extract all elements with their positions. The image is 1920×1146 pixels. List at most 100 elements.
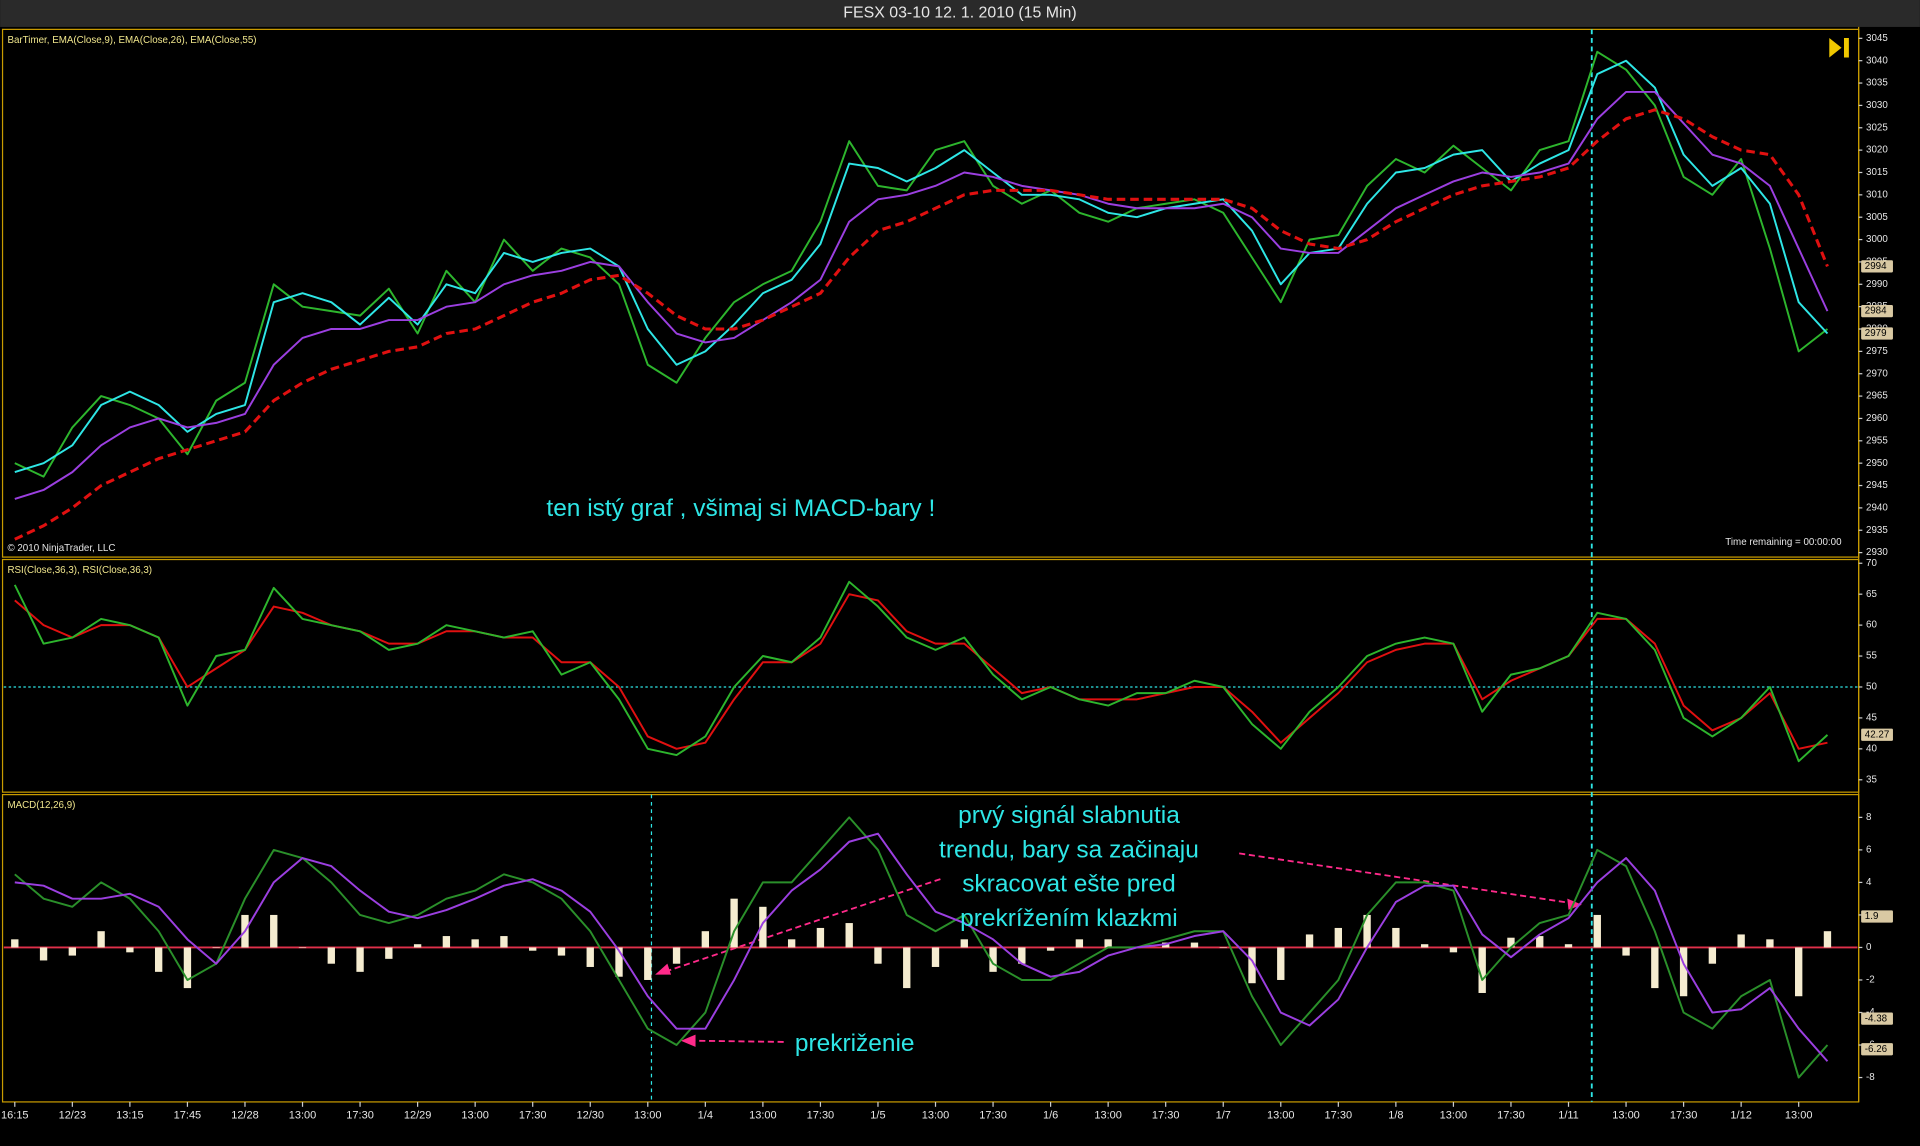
series-line <box>14 50 1829 478</box>
arrow <box>1239 852 1575 905</box>
x-tick-label: 13:00 <box>461 1109 489 1121</box>
histogram-bar <box>816 927 825 948</box>
y-tick-label: 2960 <box>1866 413 1888 424</box>
histogram-bar <box>97 931 105 948</box>
histogram-bar <box>845 923 853 948</box>
y-tick-label: -8 <box>1866 1072 1875 1083</box>
arrow <box>693 1039 784 1043</box>
annotation-arrows <box>663 852 1575 1043</box>
histogram-bar <box>68 947 77 956</box>
histogram-bar <box>1305 934 1314 948</box>
histogram-bar <box>1392 927 1400 948</box>
histogram-bar <box>1823 931 1832 948</box>
histogram-bar <box>529 947 537 951</box>
histogram-bar <box>615 947 623 977</box>
histogram-bar <box>644 947 652 980</box>
y-tick-label: 2940 <box>1866 502 1888 513</box>
x-tick-label: 17:30 <box>1152 1109 1180 1121</box>
histogram-bar <box>356 947 364 972</box>
chart-title: FESX 03-10 12. 1. 2010 (15 Min) <box>843 5 1076 22</box>
histogram-bar <box>1564 944 1573 948</box>
title-bar <box>0 0 1920 27</box>
histogram-bar <box>1075 939 1084 948</box>
x-tick-label: 1/7 <box>1216 1109 1231 1121</box>
annotation: skracovat ešte pred <box>962 871 1176 898</box>
value-marker <box>1861 305 1893 318</box>
copyright: © 2010 NinjaTrader, LLC <box>7 543 115 554</box>
histogram-bar <box>212 947 220 949</box>
series-line <box>14 59 1829 474</box>
x-tick-label: 13:00 <box>749 1109 777 1121</box>
arrow-head <box>655 963 672 975</box>
arrow-head <box>1567 898 1582 910</box>
annotation: ten istý graf , všimaj si MACD-bary ! <box>546 495 935 522</box>
indicator-label: MACD(12,26,9) <box>7 800 75 811</box>
annotation: trendu, bary sa začinaju <box>939 836 1199 863</box>
histogram-bar <box>1679 947 1688 997</box>
histogram-bar <box>1248 947 1256 984</box>
histogram-bar <box>701 931 710 948</box>
histogram-bar <box>298 947 307 949</box>
y-tick-label: 2930 <box>1866 547 1888 558</box>
y-tick-label: 2990 <box>1866 279 1888 290</box>
series-line <box>14 593 1828 750</box>
x-tick-label: 17:30 <box>807 1109 835 1121</box>
y-tick-label: 50 <box>1866 682 1877 693</box>
histogram-bar <box>1795 947 1803 997</box>
x-tick-label: 17:45 <box>174 1109 202 1121</box>
histogram-bar <box>1449 947 1458 953</box>
value-marker-label: 1.9 <box>1865 911 1879 922</box>
y-tick-label: 3010 <box>1866 189 1888 200</box>
arrow-head <box>680 1034 696 1047</box>
histogram-bar <box>787 939 796 948</box>
scroll-end-icon[interactable] <box>1829 37 1849 58</box>
histogram-bar <box>1018 947 1026 964</box>
time-remaining: Time remaining = 00:00:00 <box>1725 537 1842 548</box>
value-marker <box>1861 327 1893 340</box>
value-marker-label: 42.27 <box>1865 729 1889 740</box>
value-marker <box>1861 260 1893 273</box>
series-line <box>14 90 1829 500</box>
histogram-bar <box>874 947 882 964</box>
histogram-bar <box>183 947 192 989</box>
histogram-bar <box>413 944 422 948</box>
x-tick-label: 13:00 <box>1094 1109 1122 1121</box>
x-tick-label: 13:00 <box>1785 1109 1813 1121</box>
series-line <box>14 816 1829 1079</box>
y-tick-label: 3025 <box>1866 122 1888 133</box>
histogram-bar <box>270 914 278 948</box>
annotation: prekrížením klazkmi <box>960 905 1178 932</box>
value-marker-label: -4.38 <box>1865 1013 1888 1024</box>
histogram-bar <box>1190 942 1199 948</box>
histogram-bar <box>1104 939 1112 948</box>
x-tick-label: 13:00 <box>1612 1109 1640 1121</box>
y-tick-label: 70 <box>1866 558 1877 569</box>
x-tick-label: 17:30 <box>346 1109 374 1121</box>
histogram-bar <box>759 906 767 948</box>
y-tick-label: 3040 <box>1866 55 1888 66</box>
value-marker <box>1861 728 1893 741</box>
y-tick-label: 2945 <box>1866 480 1888 491</box>
x-tick-label: 1/4 <box>698 1109 713 1121</box>
histogram-bar <box>1334 927 1342 948</box>
histogram-bar <box>39 947 48 961</box>
y-tick-label: 3045 <box>1866 33 1888 44</box>
histogram-bar <box>730 898 738 948</box>
x-tick-label: 13:00 <box>1267 1109 1295 1121</box>
series-line <box>14 108 1829 541</box>
x-tick-label: 13:00 <box>634 1109 662 1121</box>
histogram-bar <box>1219 947 1227 949</box>
y-tick-label: 3035 <box>1866 78 1888 89</box>
histogram-bar <box>1622 947 1630 956</box>
y-tick-label: 2965 <box>1866 391 1888 402</box>
histogram-bar <box>1766 939 1774 948</box>
histogram-bar <box>989 947 997 972</box>
histogram-bar <box>1593 914 1601 948</box>
histogram-bar <box>1363 914 1371 948</box>
histogram-bar <box>500 936 508 948</box>
histogram-bar <box>1651 947 1659 989</box>
x-tick-label: 1/11 <box>1558 1109 1579 1121</box>
y-tick-label: 0 <box>1866 942 1872 953</box>
